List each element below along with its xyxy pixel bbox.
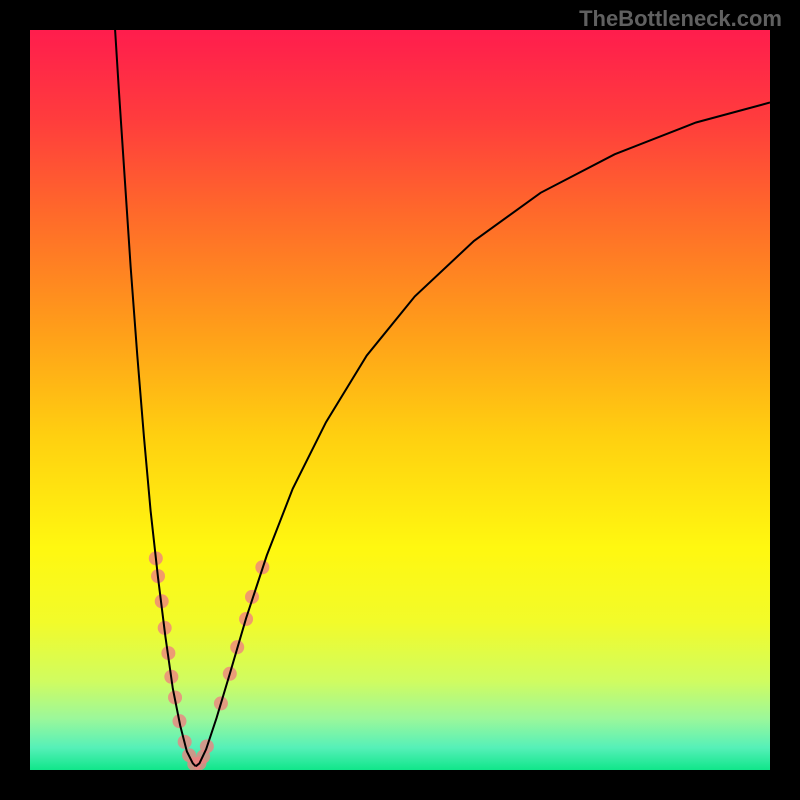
watermark-text: TheBottleneck.com bbox=[579, 6, 782, 32]
marker-group bbox=[149, 551, 270, 770]
curve-left-branch bbox=[115, 30, 196, 766]
bottleneck-chart bbox=[30, 30, 770, 770]
curve-right-branch bbox=[196, 103, 770, 767]
chart-curve-layer bbox=[30, 30, 770, 770]
